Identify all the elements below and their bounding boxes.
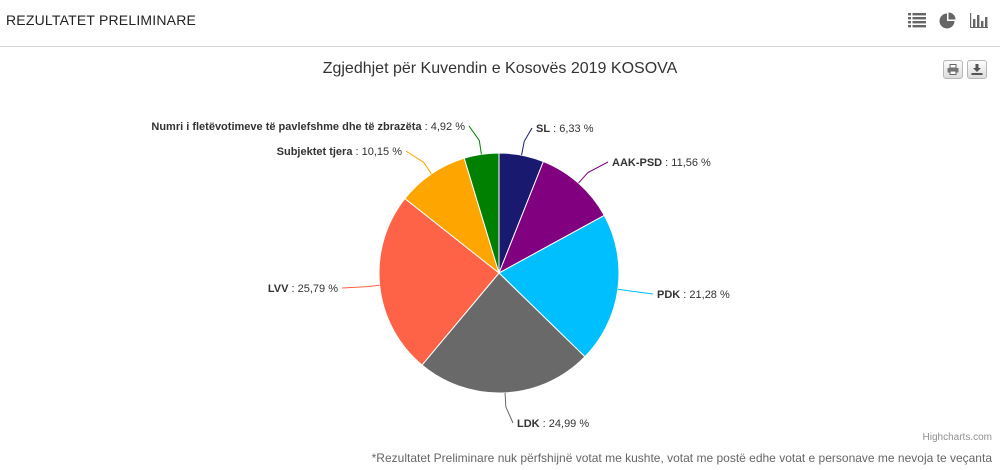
footnote: *Rezultatet Preliminare nuk përfshijnë v…	[371, 451, 992, 465]
header-bar: REZULTATET PRELIMINARE	[0, 0, 1000, 47]
data-label: PDK : 21,28 %	[657, 289, 730, 301]
data-label: SL : 6,33 %	[536, 123, 594, 135]
print-button[interactable]	[943, 60, 963, 79]
page-title: REZULTATET PRELIMINARE	[6, 12, 197, 28]
credits-link[interactable]: Highcharts.com	[922, 432, 992, 443]
bar-view-icon[interactable]	[970, 12, 988, 28]
connector-line	[341, 284, 380, 289]
pie-view-icon[interactable]	[939, 12, 957, 29]
connector-line	[521, 127, 533, 156]
pie-slice-aak-psd[interactable]	[498, 160, 605, 275]
printer-icon	[947, 64, 959, 75]
data-label: Numri i fletëvotimeve të pavlefshme dhe …	[151, 121, 465, 133]
data-label: LVV : 25,79 %	[268, 283, 338, 295]
view-toggle-group	[908, 12, 988, 29]
list-view-icon[interactable]	[908, 12, 926, 28]
download-icon	[971, 64, 983, 75]
data-label: Subjektet tjera : 10,15 %	[277, 146, 403, 158]
data-label: LDK : 24,99 %	[517, 418, 589, 430]
data-label: AAK-PSD : 11,56 %	[612, 157, 711, 169]
connector-line	[405, 150, 432, 175]
connector-line	[468, 125, 482, 155]
chart-title: Zgjedhjet për Kuvendin e Kosovës 2019 KO…	[322, 60, 678, 77]
download-button[interactable]	[967, 60, 987, 79]
pie-slice-pdk[interactable]	[498, 214, 620, 358]
connector-line	[578, 161, 609, 184]
connector-line	[504, 392, 514, 424]
connector-line	[617, 288, 654, 295]
pie-slice-lvv[interactable]	[378, 197, 500, 366]
